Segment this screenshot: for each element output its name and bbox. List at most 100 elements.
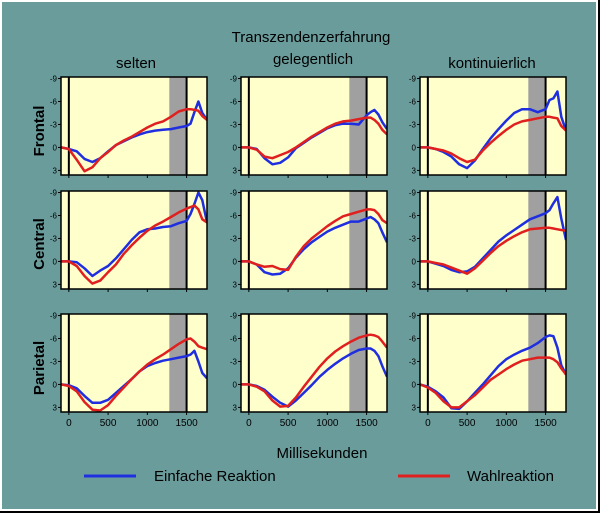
panel-central-gelegentlich-line-wahlreaktion xyxy=(241,208,387,272)
panel-central-selten: 3 0 -3 -6 -9 xyxy=(50,189,208,292)
x-axis-title: Millisekunden xyxy=(277,445,368,462)
column-label-kontinuierlich: kontinuierlich xyxy=(448,55,536,72)
panel-frontal-kontinuierlich-y-tick-label: 0 xyxy=(412,143,417,152)
panel-central-kontinuierlich-shaded-interval xyxy=(528,191,546,289)
legend: Einfache Reaktion Wahlreaktion xyxy=(84,468,554,485)
panel-parietal-kontinuierlich-x-tick-label: 1500 xyxy=(534,418,557,429)
panel-central-selten-y-tick-label: 3 xyxy=(53,280,58,289)
panel-parietal-selten-shaded-interval xyxy=(169,314,187,412)
panel-parietal-gelegentlich: 30-3-6-90 500 1000 1500 xyxy=(230,312,388,429)
panel-parietal-kontinuierlich-y-tick-label: -9 xyxy=(409,312,417,321)
panel-central-kontinuierlich-y-tick-label: 0 xyxy=(412,257,417,266)
panel-frontal-gelegentlich-y-tick-label: 0 xyxy=(233,143,238,152)
panel-central-selten-y-tick-label: -3 xyxy=(50,234,58,243)
legend-label-einfache-reaktion: Einfache Reaktion xyxy=(154,468,276,485)
panel-frontal-selten-y-tick-label: -9 xyxy=(50,75,58,84)
panel-frontal-gelegentlich-y-tick-label: -3 xyxy=(230,120,238,129)
panel-central-gelegentlich-y-tick-label: -3 xyxy=(230,234,238,243)
panel-frontal-kontinuierlich-line-einfache-reaktion xyxy=(420,90,566,170)
panel-frontal-kontinuierlich-y-tick-label: -3 xyxy=(409,120,417,129)
panel-central-kontinuierlich-y-tick-label: -6 xyxy=(409,212,417,221)
panel-frontal-selten-y-tick-label: -6 xyxy=(50,98,58,107)
panel-parietal-selten-x-tick-label: 1000 xyxy=(136,418,159,429)
panel-parietal-gelegentlich-y-tick-label: -9 xyxy=(230,312,238,321)
panel-central-gelegentlich-frame xyxy=(240,190,388,290)
panel-central-gelegentlich: 3 0 -3 -6 -9 xyxy=(230,189,388,292)
panel-parietal-selten-y-tick-label: -3 xyxy=(50,357,58,366)
panel-central-gelegentlich-y-tick-label: -6 xyxy=(230,212,238,221)
panel-parietal-kontinuierlich-x-tick-label: 500 xyxy=(459,418,476,429)
panel-frontal-gelegentlich-shaded-interval xyxy=(349,77,367,175)
panel-parietal-selten-line-wahlreaktion xyxy=(61,337,207,412)
panel-frontal-gelegentlich-y-tick-label: -6 xyxy=(230,98,238,107)
panel-central-selten-line-einfache-reaktion xyxy=(61,191,207,278)
panel-parietal-gelegentlich-x-tick-label: 500 xyxy=(280,418,297,429)
panel-parietal-kontinuierlich-line-wahlreaktion xyxy=(420,356,566,409)
panel-frontal-kontinuierlich-frame xyxy=(419,76,567,176)
panel-parietal-selten-frame xyxy=(60,313,208,413)
panel-parietal-gelegentlich-y-tick-label: -3 xyxy=(230,357,238,366)
panel-frontal-selten-y-tick-label: -3 xyxy=(50,120,58,129)
panel-parietal-gelegentlich-line-einfache-reaktion xyxy=(241,347,387,408)
panel-parietal-selten-y-tick-label: -6 xyxy=(50,335,58,344)
panel-frontal-gelegentlich: 3 0 -3 -6 -9 xyxy=(230,75,388,178)
panel-parietal-selten-x-tick-label: 500 xyxy=(100,418,117,429)
panel-parietal-gelegentlich-x-tick-label: 1500 xyxy=(355,418,378,429)
panel-central-selten-frame xyxy=(60,190,208,290)
panel-parietal-kontinuierlich-y-tick-label: 0 xyxy=(412,380,417,389)
panel-frontal-kontinuierlich-y-tick-label: -9 xyxy=(409,75,417,84)
panel-parietal-gelegentlich-x-tick-label: 1000 xyxy=(316,418,339,429)
panel-parietal-selten-y-tick-label: -9 xyxy=(50,312,58,321)
panel-parietal-kontinuierlich-x-tick-label: 1000 xyxy=(495,418,518,429)
panel-parietal-gelegentlich-y-tick-label: 3 xyxy=(233,403,238,412)
panel-central-gelegentlich-shaded-interval xyxy=(349,191,367,289)
panel-central-selten-y-tick-label: -9 xyxy=(50,189,58,198)
figure-title: Transzendenzerfahrung xyxy=(232,29,391,46)
panel-central-gelegentlich-y-tick-label: 0 xyxy=(233,257,238,266)
panel-frontal-selten-frame xyxy=(60,76,208,176)
panel-frontal-gelegentlich-y-tick-label: 3 xyxy=(233,166,238,175)
panel-parietal-gelegentlich-x-tick-label: 0 xyxy=(246,418,252,429)
panel-frontal-kontinuierlich-y-tick-label: 3 xyxy=(412,166,417,175)
panel-parietal-gelegentlich-shaded-interval xyxy=(349,314,367,412)
panel-parietal-kontinuierlich-x-tick-label: 0 xyxy=(425,418,431,429)
panel-frontal-kontinuierlich-y-tick-label: -6 xyxy=(409,98,417,107)
panel-central-selten-shaded-interval xyxy=(169,191,187,289)
panel-central-kontinuierlich-y-tick-label: 3 xyxy=(412,280,417,289)
panel-parietal-kontinuierlich-y-tick-label: 3 xyxy=(412,403,417,412)
panel-parietal-kontinuierlich-shaded-interval xyxy=(528,314,546,412)
panel-frontal-selten: 3 0 -3 -6 -9 xyxy=(50,75,208,178)
column-label-gelegentlich: gelegentlich xyxy=(273,51,353,68)
panel-parietal-kontinuierlich-frame xyxy=(419,313,567,413)
panel-parietal-gelegentlich-y-tick-label: 0 xyxy=(233,380,238,389)
panel-grid: 30-3-6-930-3-6-930-3-6-930-3-6-930-3-6-9… xyxy=(50,75,567,429)
panel-parietal-gelegentlich-line-wahlreaktion xyxy=(241,333,387,408)
panel-frontal-selten-shaded-interval xyxy=(169,77,187,175)
panel-parietal-selten-x-tick-label: 0 xyxy=(66,418,72,429)
panel-central-selten-line-wahlreaktion xyxy=(61,204,207,285)
panel-central-kontinuierlich-frame xyxy=(419,190,567,290)
panel-frontal-selten-y-tick-label: 3 xyxy=(53,166,58,175)
panel-central-kontinuierlich-line-einfache-reaktion xyxy=(420,195,566,274)
panel-frontal-kontinuierlich: 3 0 -3 -6 -9 xyxy=(409,75,567,178)
panel-central-gelegentlich-line-einfache-reaktion xyxy=(241,215,387,276)
panel-frontal-selten-line-einfache-reaktion xyxy=(61,100,207,164)
panel-parietal-selten-y-tick-label: 0 xyxy=(53,380,58,389)
panel-central-kontinuierlich-y-tick-label: -9 xyxy=(409,189,417,198)
panel-central-gelegentlich-y-tick-label: -9 xyxy=(230,189,238,198)
panel-parietal-kontinuierlich: 30-3-6-90 500 1000 1500 xyxy=(409,312,567,429)
panel-parietal-selten-x-tick-label: 1500 xyxy=(175,418,198,429)
panel-central-kontinuierlich: 3 0 -3 -6 -9 xyxy=(409,189,567,292)
panel-parietal-kontinuierlich-y-tick-label: -3 xyxy=(409,357,417,366)
panel-frontal-kontinuierlich-line-wahlreaktion xyxy=(420,115,566,164)
panel-frontal-kontinuierlich-shaded-interval xyxy=(528,77,546,175)
row-label-frontal: Frontal xyxy=(31,106,48,157)
panel-frontal-selten-y-tick-label: 0 xyxy=(53,143,58,152)
panel-parietal-gelegentlich-y-tick-label: -6 xyxy=(230,335,238,344)
panel-parietal-selten-y-tick-label: 3 xyxy=(53,403,58,412)
row-label-parietal: Parietal xyxy=(31,341,48,395)
panel-frontal-gelegentlich-line-wahlreaktion xyxy=(241,116,387,160)
panel-parietal-gelegentlich-frame xyxy=(240,313,388,413)
panel-parietal-kontinuierlich-y-tick-label: -6 xyxy=(409,335,417,344)
